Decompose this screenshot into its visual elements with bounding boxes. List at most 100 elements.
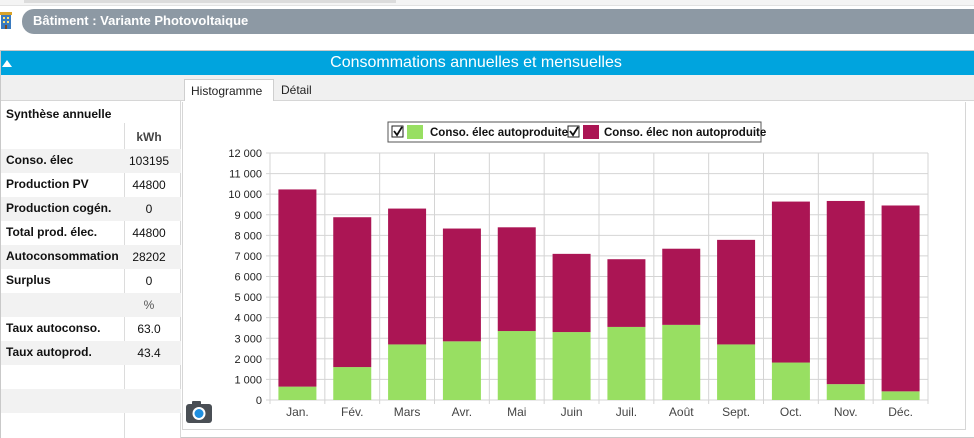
tab-bar: Histogramme Détail <box>1 75 974 101</box>
triangle-up-icon[interactable] <box>1 57 13 69</box>
bar-non-autoproduite[interactable] <box>771 201 810 363</box>
summary-label: Production PV <box>6 177 89 191</box>
y-tick-label: 10 000 <box>228 189 262 201</box>
summary-label: Production cogén. <box>6 201 112 215</box>
bar-non-autoproduite[interactable] <box>388 208 427 345</box>
y-tick-label: 1 000 <box>234 374 262 386</box>
checkbox-checked-icon <box>393 126 403 137</box>
summary-row: Total prod. élec. 44800 <box>1 221 181 245</box>
building-title: Bâtiment : Variante Photovoltaique <box>33 13 249 28</box>
unit-row-pct: % <box>1 293 181 317</box>
bar-non-autoproduite[interactable] <box>497 227 536 332</box>
bar-autoproduite[interactable] <box>826 384 865 400</box>
summary-label: Autoconsommation <box>6 249 119 263</box>
summary-row: Autoconsommation 28202 <box>1 245 181 269</box>
chart-svg: 0 1 000 2 000 3 000 4 000 5 000 6 000 7 000 8 00… <box>186 121 929 423</box>
unit-pct: % <box>143 298 155 312</box>
x-tick-label: Sept. <box>722 405 750 419</box>
bar-non-autoproduite[interactable] <box>607 259 646 327</box>
y-tick-label: 2 000 <box>234 354 262 366</box>
summary-row-empty <box>1 365 181 389</box>
bar-autoproduite[interactable] <box>717 344 756 400</box>
summary-row: Production PV 44800 <box>1 173 181 197</box>
bar-non-autoproduite[interactable] <box>552 253 591 333</box>
top-tab-strip <box>0 0 974 6</box>
bar-autoproduite[interactable] <box>442 341 481 400</box>
summary-value: 28202 <box>132 250 166 264</box>
bar-autoproduite[interactable] <box>881 391 920 400</box>
bar-non-autoproduite[interactable] <box>278 189 317 387</box>
bar-autoproduite[interactable] <box>388 344 427 400</box>
bar-autoproduite[interactable] <box>662 324 701 400</box>
x-tick-label: Juil. <box>616 405 637 419</box>
x-tick-label: Juin <box>561 405 583 419</box>
y-tick-label: 4 000 <box>234 313 262 325</box>
y-tick-label: 0 <box>256 395 262 407</box>
bar-autoproduite[interactable] <box>333 367 372 400</box>
bar-autoproduite[interactable] <box>278 386 317 400</box>
x-tick-label: Avr. <box>452 405 472 419</box>
legend-checkbox[interactable] <box>567 125 580 138</box>
summary-value: 0 <box>145 274 153 288</box>
checkbox-checked-icon <box>569 126 579 137</box>
y-tick-label: 8 000 <box>234 230 262 242</box>
top-tab <box>24 0 396 3</box>
bar-non-autoproduite[interactable] <box>662 248 701 325</box>
annual-summary: Synthèse annuelle kWh Conso. élec 103195… <box>1 101 181 438</box>
bar-non-autoproduite[interactable] <box>826 200 865 385</box>
x-tick-label: Oct. <box>780 405 802 419</box>
summary-divider <box>124 123 125 438</box>
summary-value: 103195 <box>128 154 170 168</box>
summary-row: Conso. élec 103195 <box>1 149 181 173</box>
summary-row: Taux autoconso. 63.0 <box>1 317 181 341</box>
unit-row-kwh: kWh <box>1 125 181 149</box>
summary-row-empty <box>1 413 181 438</box>
bar-non-autoproduite[interactable] <box>442 228 481 342</box>
bar-non-autoproduite[interactable] <box>881 205 920 392</box>
building-icon <box>0 12 12 29</box>
y-tick-label: 6 000 <box>234 272 262 284</box>
summary-value: 43.4 <box>137 346 161 360</box>
x-tick-label: Fév. <box>341 405 363 419</box>
y-tick-label: 12 000 <box>228 148 262 160</box>
y-tick-label: 7 000 <box>234 251 262 263</box>
y-tick-label: 5 000 <box>234 292 262 304</box>
unit-kwh: kWh <box>136 130 162 144</box>
summary-value: 63.0 <box>137 322 161 336</box>
summary-value: 44800 <box>132 178 166 192</box>
x-tick-label: Mars <box>394 405 421 419</box>
summary-row-empty <box>1 389 181 413</box>
legend-checkbox[interactable] <box>391 125 404 138</box>
x-tick-label: Nov. <box>834 405 858 419</box>
summary-label: Taux autoconso. <box>6 321 101 335</box>
consumption-panel: Consommations annuelles et mensuelles Hi… <box>0 50 974 438</box>
tab-histogramme[interactable]: Histogramme <box>184 79 274 101</box>
bar-autoproduite[interactable] <box>771 362 810 400</box>
x-tick-label: Déc. <box>888 405 913 419</box>
legend-label: Conso. élec autoproduite <box>430 127 568 139</box>
summary-label: Surplus <box>6 273 51 287</box>
x-tick-label: Jan. <box>286 405 309 419</box>
summary-row: Taux autoprod. 43.4 <box>1 341 181 365</box>
bar-autoproduite[interactable] <box>607 326 646 400</box>
bar-non-autoproduite[interactable] <box>333 217 372 368</box>
legend-swatch <box>407 125 423 139</box>
y-tick-label: 11 000 <box>229 169 262 181</box>
bar-non-autoproduite[interactable] <box>717 239 756 345</box>
summary-value: 44800 <box>132 226 166 240</box>
bar-autoproduite[interactable] <box>497 331 536 400</box>
legend-swatch <box>583 125 599 139</box>
annual-summary-title: Synthèse annuelle <box>6 107 112 121</box>
summary-row: Production cogén. 0 <box>1 197 181 221</box>
bar-autoproduite[interactable] <box>552 332 591 400</box>
y-tick-label: 3 000 <box>234 333 262 345</box>
x-tick-label: Août <box>669 405 694 419</box>
tab-detail[interactable]: Détail <box>281 83 312 97</box>
summary-value: 0 <box>145 202 153 216</box>
camera-icon[interactable] <box>186 401 212 423</box>
summary-label: Taux autoprod. <box>6 345 92 359</box>
summary-row: Surplus 0 <box>1 269 181 293</box>
y-tick-label: 9 000 <box>234 210 262 222</box>
panel-title: Consommations annuelles et mensuelles <box>330 54 622 71</box>
summary-label: Conso. élec <box>6 153 74 167</box>
